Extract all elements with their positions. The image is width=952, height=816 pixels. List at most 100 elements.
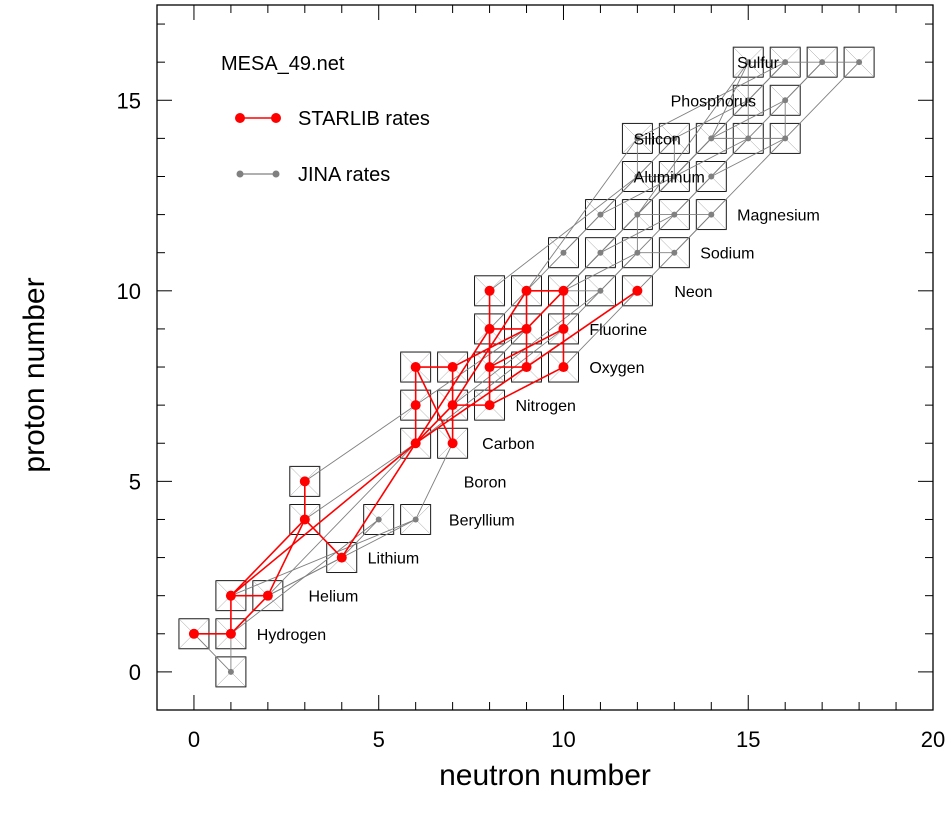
jina-point: [671, 249, 678, 256]
x-axis-title: neutron number: [439, 759, 651, 792]
legend-starlib-marker-left: [235, 113, 245, 123]
jina-point: [671, 173, 678, 180]
element-label: Hydrogen: [257, 627, 326, 644]
y-tick-label: 15: [117, 88, 141, 113]
element-label: Sulfur: [737, 55, 779, 72]
jina-point: [597, 249, 604, 256]
starlib-point: [521, 285, 532, 296]
element-label: Carbon: [482, 436, 534, 453]
jina-link: [674, 99, 749, 139]
starlib-link: [230, 518, 306, 597]
element-labels: Hydrogen Helium Lithium Beryllium Boron Carbo…: [257, 55, 820, 644]
starlib-point: [336, 552, 347, 563]
jina-point: [634, 211, 641, 218]
legend-jina-marker-left: [236, 170, 244, 178]
jina-link: [341, 519, 380, 558]
starlib-point: [521, 323, 532, 334]
element-label: Aluminum: [634, 169, 705, 186]
element-label: Boron: [464, 474, 507, 491]
starlib-link: [230, 595, 269, 635]
jina-point: [745, 59, 752, 66]
jina-point: [634, 249, 641, 256]
jina-point: [412, 516, 419, 523]
jina-link: [230, 519, 416, 597]
starlib-point: [299, 514, 310, 525]
starlib-link: [414, 328, 491, 444]
starlib-link: [414, 366, 454, 444]
x-tick-label: 20: [921, 727, 945, 752]
jina-point: [782, 135, 789, 142]
legend: STARLIB rates JINA rates: [235, 108, 430, 186]
legend-starlib-label: STARLIB rates: [298, 108, 430, 130]
element-label: Beryllium: [449, 512, 515, 529]
x-tick-label: 0: [188, 727, 200, 752]
jina-point: [708, 211, 715, 218]
starlib-point: [558, 323, 569, 334]
jina-point: [708, 173, 715, 180]
jina-point: [745, 135, 752, 142]
jina-link: [415, 328, 527, 406]
jina-link: [193, 633, 232, 673]
element-label: Neon: [674, 284, 712, 301]
jina-link: [304, 404, 416, 482]
jina-link: [415, 443, 454, 520]
starlib-point: [225, 590, 236, 601]
element-label: Nitrogen: [515, 398, 575, 415]
jina-link: [563, 252, 638, 292]
starlib-point: [447, 438, 458, 449]
element-label: Helium: [309, 589, 359, 606]
jina-link: [710, 61, 749, 139]
starlib-point: [632, 285, 643, 296]
jina-link: [304, 442, 416, 520]
starlib-point: [447, 362, 458, 373]
jina-link: [637, 61, 786, 139]
jina-point: [634, 135, 641, 142]
starlib-link: [341, 442, 417, 559]
starlib-point: [262, 590, 273, 601]
jina-point: [708, 135, 715, 142]
chart-title: MESA_49.net: [221, 53, 345, 75]
starlib-point: [558, 362, 569, 373]
nuclide-box: [400, 504, 432, 535]
jina-point: [819, 59, 826, 66]
starlib-point: [521, 362, 532, 373]
y-tick-label: 0: [129, 660, 141, 685]
element-label: Oxygen: [589, 360, 644, 377]
starlib-link: [304, 518, 343, 559]
starlib-link: [267, 519, 306, 597]
element-label: Silicon: [634, 131, 681, 148]
jina-point: [227, 668, 234, 675]
starlib-link: [489, 366, 564, 406]
jina-point: [634, 173, 641, 180]
nuclide-box: [695, 161, 727, 192]
jina-point: [597, 211, 604, 218]
x-tick-label: 10: [551, 727, 575, 752]
nuclide-box: [548, 237, 579, 269]
starlib-point: [410, 438, 421, 449]
jina-link: [489, 176, 638, 292]
jina-point: [782, 97, 789, 104]
starlib-link: [452, 328, 527, 368]
jina-link: [637, 61, 749, 215]
element-label: Lithium: [368, 551, 420, 568]
starlib-points: [188, 285, 643, 639]
jina-link: [267, 557, 342, 597]
starlib-point: [484, 323, 495, 334]
jina-point: [560, 249, 567, 256]
starlib-point: [447, 400, 458, 411]
x-tick-label: 15: [736, 727, 760, 752]
axis-ticks: [156, 5, 934, 711]
jina-link: [563, 138, 675, 254]
jina-point: [745, 97, 752, 104]
jina-point: [671, 211, 678, 218]
legend-jina-label: JINA rates: [298, 164, 390, 186]
element-label: Fluorine: [589, 322, 647, 339]
jina-point: [782, 59, 789, 66]
y-tick-label: 5: [129, 469, 141, 494]
starlib-link: [230, 442, 417, 597]
starlib-point: [484, 400, 495, 411]
nuclide-box: [584, 199, 616, 231]
y-tick-label: 10: [117, 279, 141, 304]
starlib-point: [188, 628, 199, 639]
starlib-point: [484, 362, 495, 373]
